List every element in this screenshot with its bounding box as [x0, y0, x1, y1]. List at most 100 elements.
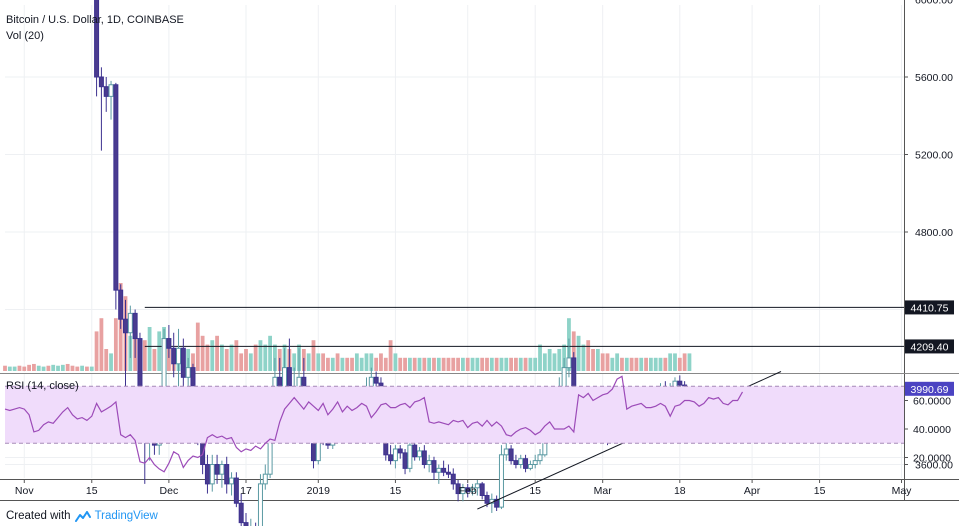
candle-body — [436, 467, 442, 473]
candle-body — [233, 477, 239, 504]
candle — [421, 445, 427, 469]
candle-body — [127, 312, 133, 334]
volume-bar — [75, 366, 80, 371]
volume-bar — [253, 344, 258, 371]
candle-body — [209, 464, 215, 485]
volume-indicator-label[interactable]: Vol (20) — [6, 30, 44, 42]
volume-bar — [17, 365, 22, 371]
volume-bar — [533, 357, 538, 371]
candle — [494, 495, 500, 511]
footer-credit[interactable]: Created with TradingView — [6, 510, 158, 522]
volume-bar — [306, 353, 311, 371]
volume-bar — [244, 349, 248, 371]
time-axis-label: Feb — [459, 485, 477, 497]
volume-bar — [412, 357, 417, 371]
volume-bar — [210, 340, 215, 371]
candle — [566, 338, 572, 378]
candle-body — [373, 376, 379, 384]
volume-bar — [311, 340, 316, 371]
volume-bar — [388, 340, 393, 371]
candle — [513, 454, 519, 469]
candle-body — [262, 473, 268, 485]
candle — [214, 454, 220, 484]
symbol-title: Bitcoin / U.S. Dollar, 1D, COINBASE — [6, 14, 184, 26]
candle — [465, 483, 471, 498]
volume-bar — [653, 357, 658, 371]
candle-body — [243, 522, 249, 526]
volume-bar — [461, 357, 465, 371]
volume-bar — [258, 340, 263, 371]
time-axis-label: 15 — [86, 485, 98, 497]
candle-body — [566, 357, 572, 369]
volume-bar — [205, 344, 210, 371]
candle-body — [450, 473, 456, 485]
candle-body — [498, 454, 504, 508]
volume-bar — [677, 357, 682, 371]
candle — [474, 480, 480, 496]
rsi-indicator-label[interactable]: RSI (14, close) — [6, 380, 79, 392]
volume-bar — [364, 353, 369, 371]
volume-bar — [485, 357, 489, 371]
volume-bar — [663, 357, 668, 371]
candle — [508, 445, 514, 465]
tradingview-brand[interactable]: TradingView — [94, 510, 158, 522]
volume-bar — [639, 357, 644, 371]
volume-bar — [224, 349, 229, 371]
candle-body — [180, 347, 186, 378]
volume-bar — [239, 353, 244, 371]
candle-body — [185, 367, 191, 378]
volume-bar — [369, 353, 374, 371]
volume-bar — [470, 357, 475, 371]
volume-bar — [350, 357, 354, 371]
candle — [94, 0, 100, 97]
volume-bar — [191, 353, 195, 371]
volume-bar — [374, 357, 379, 371]
volume-bar — [263, 344, 268, 371]
volume-bar — [147, 327, 152, 371]
candle — [103, 77, 109, 112]
volume-bar — [523, 357, 528, 371]
candle — [127, 305, 133, 358]
volume-bar — [620, 357, 624, 371]
candle-body — [392, 448, 398, 462]
candle — [455, 480, 461, 502]
volume-bar — [27, 364, 31, 371]
created-with-text: Created with — [6, 510, 71, 522]
candle-body — [426, 460, 432, 465]
volume-bar — [330, 357, 335, 371]
volume-bar — [379, 353, 383, 371]
volume-bar — [56, 365, 60, 371]
volume-bar — [528, 357, 533, 371]
volume-bar — [234, 340, 239, 371]
candle — [262, 464, 268, 490]
volume-bar — [489, 357, 494, 371]
candle — [532, 454, 538, 469]
volume-bar — [600, 353, 605, 371]
volume-bar — [504, 357, 509, 371]
candle-body — [132, 312, 138, 340]
candle-body — [229, 477, 235, 485]
candle — [412, 441, 418, 461]
candle — [537, 449, 543, 465]
volume-bar — [326, 357, 330, 371]
volume-bar — [562, 344, 567, 371]
candle — [417, 447, 423, 461]
candle — [436, 464, 442, 484]
volume-bar — [41, 366, 46, 371]
volume-bar — [451, 357, 456, 371]
candle-body — [677, 380, 683, 386]
volume-bar — [446, 357, 451, 371]
candle-body — [397, 448, 403, 454]
candle-body — [561, 367, 567, 388]
time-axis-label: 15 — [390, 485, 402, 497]
volume-bar — [480, 357, 485, 371]
volume-bar — [552, 353, 557, 371]
candle — [243, 512, 249, 526]
volume-bar — [268, 335, 272, 371]
candle — [503, 441, 509, 461]
candle — [392, 445, 398, 469]
volume-bar — [46, 365, 51, 371]
candle — [255, 522, 257, 526]
candle-body — [494, 498, 500, 508]
